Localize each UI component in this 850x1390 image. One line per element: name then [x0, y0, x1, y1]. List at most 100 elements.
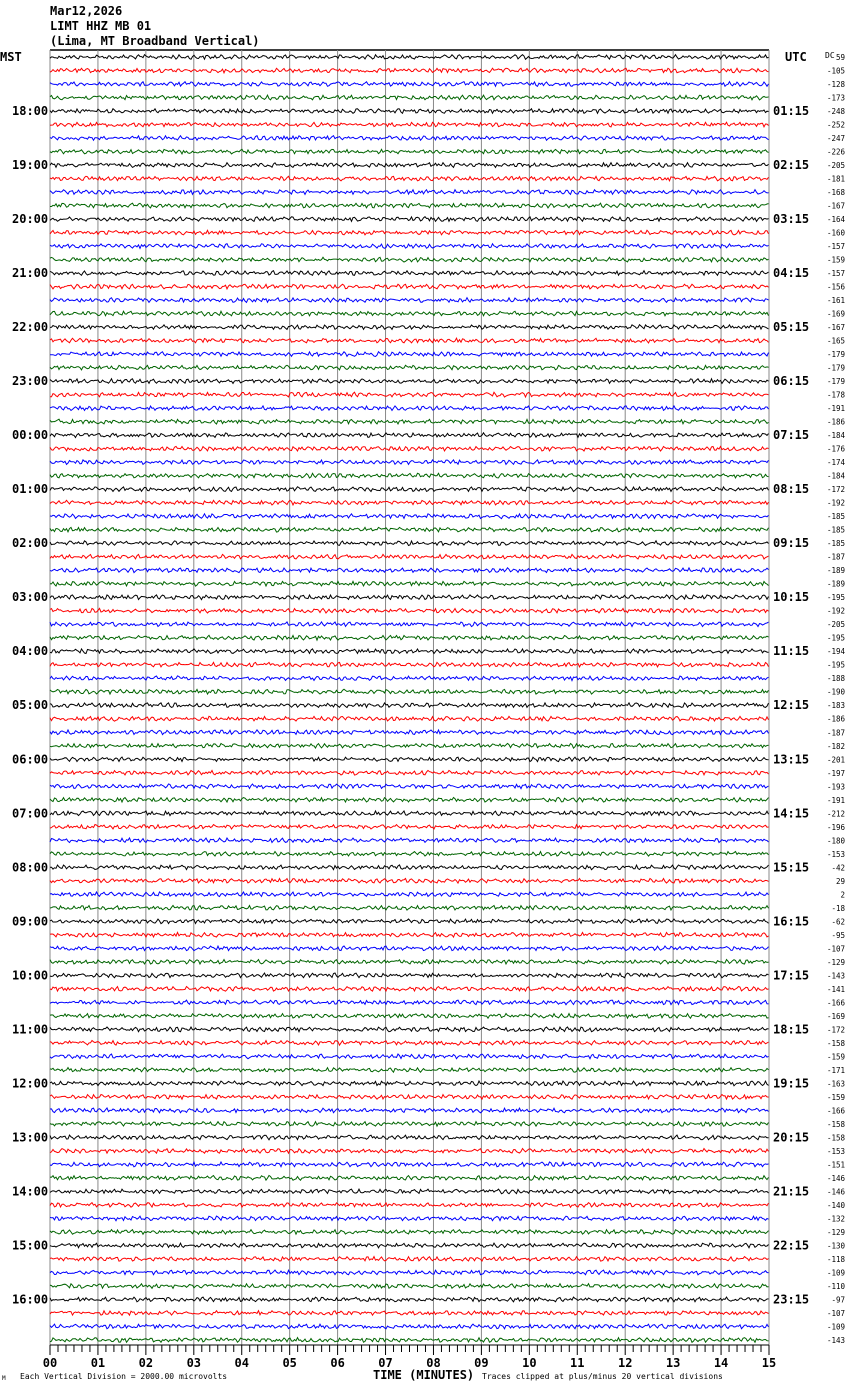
trace-row-55	[49, 796, 769, 804]
trace-row-46	[49, 675, 769, 682]
trace-row-48	[49, 701, 769, 709]
dc-offset-value: -184	[827, 431, 846, 440]
dc-offset-value: -180	[827, 836, 846, 845]
trace-row-39	[49, 580, 769, 588]
utc-time-label: 19:15	[773, 1076, 809, 1090]
trace-row-25	[50, 391, 769, 399]
trace-row-31	[49, 472, 769, 479]
dc-offset-value: -159	[827, 1052, 845, 1061]
trace-row-86	[49, 1215, 769, 1222]
mst-time-label: 22:00	[12, 320, 48, 334]
dc-offset-value: -169	[827, 1012, 845, 1021]
dc-offset-value: -168	[827, 188, 846, 197]
dc-offset-value: -182	[827, 742, 845, 751]
x-tick-label: 14	[714, 1356, 728, 1370]
mst-time-label: 12:00	[12, 1076, 48, 1090]
trace-row-56	[49, 809, 769, 817]
dc-offset-value: -109	[827, 1268, 845, 1277]
utc-time-label: 20:15	[773, 1130, 809, 1144]
dc-offset-value: -164	[827, 215, 846, 224]
trace-row-41	[49, 607, 769, 614]
trace-row-90	[49, 1269, 769, 1276]
trace-row-61	[49, 877, 769, 885]
trace-row-21	[49, 337, 769, 344]
dc-offset-value: -197	[827, 769, 845, 778]
utc-time-label: 10:15	[773, 590, 809, 604]
dc-offset-value: -185	[827, 526, 845, 535]
dc-offset-value: -107	[827, 1309, 845, 1318]
trace-row-30	[49, 458, 769, 466]
mst-time-label: 13:00	[12, 1130, 48, 1144]
trace-row-42	[49, 620, 769, 628]
trace-row-58	[49, 836, 769, 844]
dc-offset-value: -157	[827, 269, 845, 278]
dc-offset-value: -129	[827, 958, 845, 967]
dc-offset-value: -161	[827, 296, 845, 305]
x-tick-label: 01	[91, 1356, 105, 1370]
dc-offset-value: -153	[827, 1147, 845, 1156]
trace-row-66	[49, 944, 769, 952]
utc-time-label: 07:15	[773, 428, 809, 442]
right-axis-title: UTC	[785, 50, 807, 64]
dc-offset-value: -248	[827, 107, 846, 116]
trace-row-88	[49, 1242, 769, 1249]
x-tick-label: 09	[474, 1356, 488, 1370]
trace-row-95	[49, 1336, 769, 1344]
clip-note: Traces clipped at plus/minus 20 vertical…	[482, 1372, 723, 1381]
utc-time-label: 05:15	[773, 320, 809, 334]
dc-offset-value: -190	[827, 688, 846, 697]
trace-row-45	[49, 661, 769, 669]
trace-row-82	[49, 1160, 769, 1168]
dc-label: DC	[825, 51, 835, 60]
time-labels: 18:00 19:00 20:00 21:00 22:00 23:00 00:00 01:00…	[12, 53, 845, 1345]
dc-offset-value: -195	[827, 593, 845, 602]
mst-time-label: 16:00	[12, 1292, 48, 1306]
mst-time-label: 11:00	[12, 1022, 48, 1036]
trace-row-63	[49, 904, 769, 912]
dc-offset-value: -132	[827, 1214, 845, 1223]
utc-time-label: 15:15	[773, 860, 809, 874]
trace-row-83	[49, 1174, 769, 1182]
trace-row-29	[49, 445, 769, 453]
trace-row-9	[49, 175, 769, 183]
utc-time-label: 17:15	[773, 968, 809, 982]
mst-time-label: 02:00	[12, 536, 48, 550]
utc-time-label: 23:15	[773, 1292, 809, 1306]
dc-offset-value: -191	[827, 404, 845, 413]
mst-time-label: 15:00	[12, 1238, 48, 1252]
dc-offset-value: -18	[831, 904, 845, 913]
trace-row-20	[49, 323, 769, 331]
trace-row-91	[49, 1282, 769, 1290]
trace-row-22	[50, 350, 769, 358]
mst-time-label: 07:00	[12, 806, 48, 820]
dc-offset-value: -212	[827, 809, 845, 818]
dc-offset-value: -195	[827, 661, 845, 670]
dc-offset-value: -187	[827, 553, 845, 562]
utc-time-label: 12:15	[773, 698, 809, 712]
trace-row-44	[49, 647, 769, 655]
utc-time-label: 03:15	[773, 212, 809, 226]
dc-offset-value: -183	[827, 701, 845, 710]
mst-time-label: 03:00	[12, 590, 48, 604]
trace-row-28	[49, 431, 769, 439]
dc-offset-value: -169	[827, 310, 845, 319]
dc-offset-value: -166	[827, 998, 846, 1007]
dc-offset-value: -184	[827, 472, 846, 481]
trace-row-6	[49, 134, 769, 142]
dc-offset-value: -189	[827, 566, 845, 575]
x-tick-label: 00	[43, 1356, 57, 1370]
mst-time-label: 10:00	[12, 968, 48, 982]
mst-time-label: 08:00	[12, 860, 48, 874]
dc-offset-value: -158	[827, 1039, 846, 1048]
trace-row-4	[49, 107, 769, 115]
dc-offset-value: -42	[831, 863, 845, 872]
dc-offset-value: -196	[827, 823, 846, 832]
dc-offset-value: -194	[827, 647, 846, 656]
dc-offset-value: -252	[827, 121, 845, 130]
logo-mark: M	[2, 1375, 6, 1382]
utc-time-label: 08:15	[773, 482, 809, 496]
trace-row-69	[49, 985, 769, 993]
scale-note: Each Vertical Division = 2000.00 microvo…	[20, 1372, 227, 1381]
trace-row-10	[49, 188, 769, 196]
mst-time-label: 09:00	[12, 914, 48, 928]
